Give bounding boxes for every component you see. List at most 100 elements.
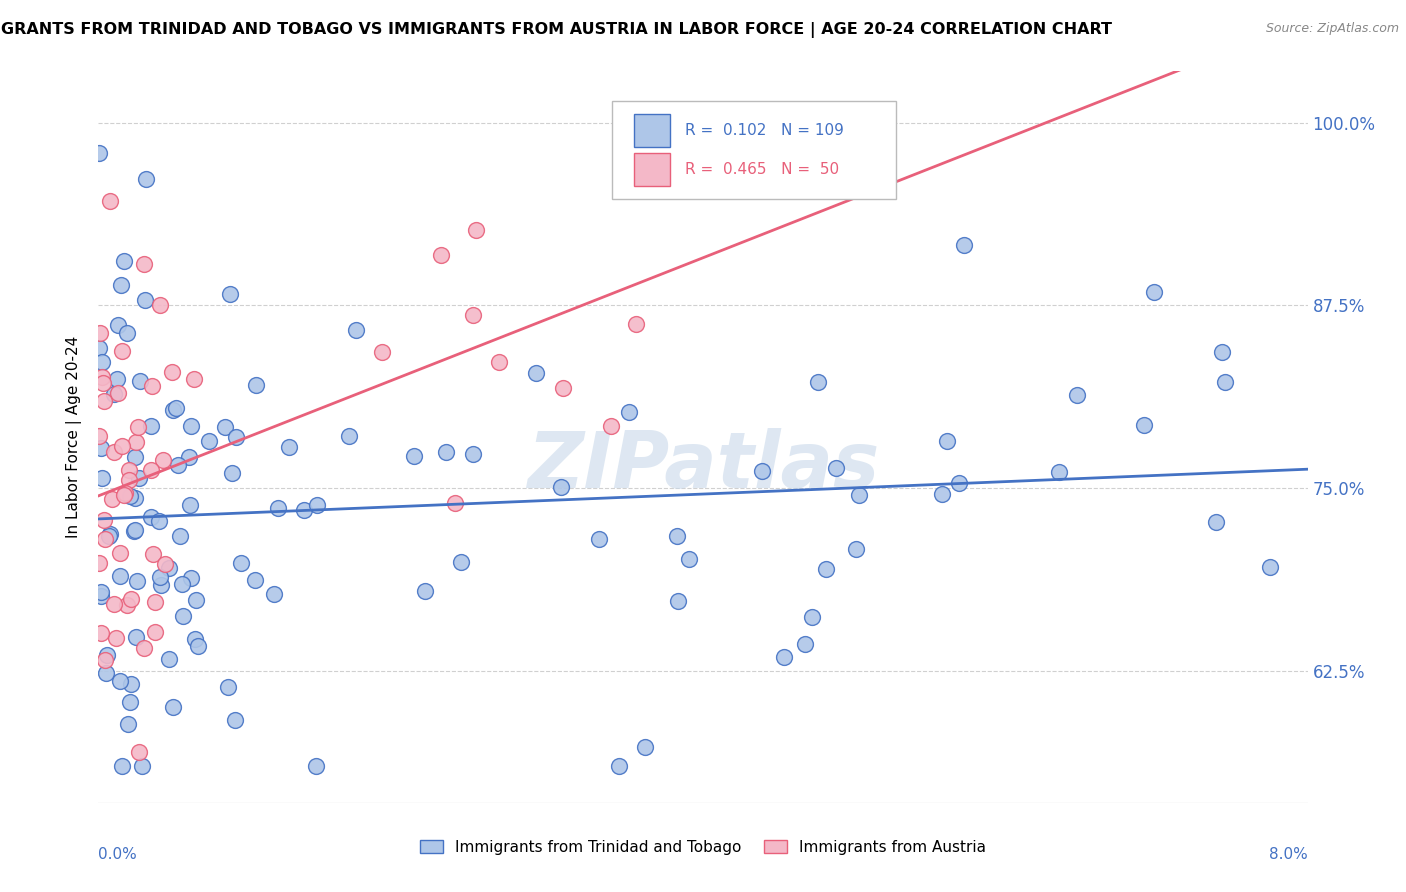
Point	[1205, 515, 1227, 529]
Point	[149, 297, 172, 311]
Point	[141, 418, 163, 433]
Point	[105, 631, 128, 645]
Point	[90, 589, 112, 603]
Point	[142, 547, 165, 561]
Legend: Immigrants from Trinidad and Tobago, Immigrants from Austria: Immigrants from Trinidad and Tobago, Imm…	[413, 834, 993, 861]
Point	[1258, 559, 1281, 574]
Point	[90, 626, 112, 640]
Point	[277, 440, 299, 454]
Point	[217, 680, 239, 694]
Point	[124, 450, 146, 464]
Point	[488, 355, 510, 369]
Point	[115, 599, 138, 613]
Point	[444, 496, 467, 510]
Point	[128, 471, 150, 485]
Point	[524, 367, 547, 381]
Point	[128, 374, 150, 388]
Point	[97, 529, 120, 543]
FancyBboxPatch shape	[613, 101, 897, 200]
Point	[848, 487, 870, 501]
Point	[135, 171, 157, 186]
Point	[337, 429, 360, 443]
Point	[305, 759, 328, 773]
Text: Source: ZipAtlas.com: Source: ZipAtlas.com	[1265, 22, 1399, 36]
Point	[550, 480, 572, 494]
Point	[224, 713, 246, 727]
Point	[371, 345, 394, 359]
Point	[225, 429, 247, 443]
Point	[128, 745, 150, 759]
Point	[751, 464, 773, 478]
Point	[152, 453, 174, 467]
Point	[825, 461, 848, 475]
Point	[1213, 376, 1236, 390]
Point	[172, 577, 194, 591]
Point	[465, 223, 488, 237]
Point	[110, 278, 132, 293]
Point	[307, 498, 329, 512]
Point	[127, 574, 149, 589]
Point	[461, 446, 484, 460]
Point	[90, 370, 112, 384]
Text: R =  0.102   N = 109: R = 0.102 N = 109	[685, 123, 844, 137]
Point	[267, 501, 290, 516]
Point	[172, 608, 194, 623]
Point	[198, 434, 221, 448]
Point	[87, 145, 110, 160]
Text: 0.0%: 0.0%	[98, 847, 138, 862]
Point	[98, 527, 121, 541]
Point	[107, 372, 129, 386]
Point	[94, 652, 117, 666]
Y-axis label: In Labor Force | Age 20-24: In Labor Force | Age 20-24	[66, 336, 83, 538]
Point	[89, 556, 111, 570]
Point	[935, 434, 957, 448]
Point	[94, 666, 117, 681]
Point	[186, 593, 208, 607]
Point	[124, 523, 146, 537]
Point	[461, 308, 484, 322]
Point	[434, 445, 457, 459]
Point	[107, 318, 129, 333]
Point	[124, 524, 146, 538]
Point	[183, 372, 205, 386]
Point	[120, 489, 142, 503]
Point	[588, 533, 610, 547]
Point	[633, 740, 655, 755]
Point	[91, 376, 114, 390]
Point	[120, 592, 142, 607]
Point	[155, 557, 177, 571]
Point	[103, 445, 125, 459]
Point	[125, 630, 148, 644]
Point	[793, 637, 815, 651]
Text: 8.0%: 8.0%	[1268, 847, 1308, 862]
Point	[132, 640, 155, 655]
Point	[167, 458, 190, 473]
Point	[149, 570, 172, 584]
Point	[814, 562, 837, 576]
Point	[179, 498, 201, 512]
Point	[600, 419, 623, 434]
Point	[221, 466, 243, 480]
Point	[931, 487, 953, 501]
Point	[263, 587, 285, 601]
Point	[117, 717, 139, 731]
Point	[169, 529, 191, 543]
Point	[111, 344, 134, 359]
Point	[139, 510, 162, 524]
Point	[89, 341, 111, 355]
Point	[141, 379, 163, 393]
Point	[132, 257, 155, 271]
Point	[292, 502, 315, 516]
Point	[125, 434, 148, 449]
Point	[165, 401, 187, 415]
Point	[143, 594, 166, 608]
Point	[90, 584, 112, 599]
Point	[666, 594, 689, 608]
Point	[93, 513, 115, 527]
Point	[617, 405, 640, 419]
Point	[148, 514, 170, 528]
Point	[98, 194, 121, 209]
Point	[450, 555, 472, 569]
Point	[120, 677, 142, 691]
Point	[117, 326, 139, 341]
